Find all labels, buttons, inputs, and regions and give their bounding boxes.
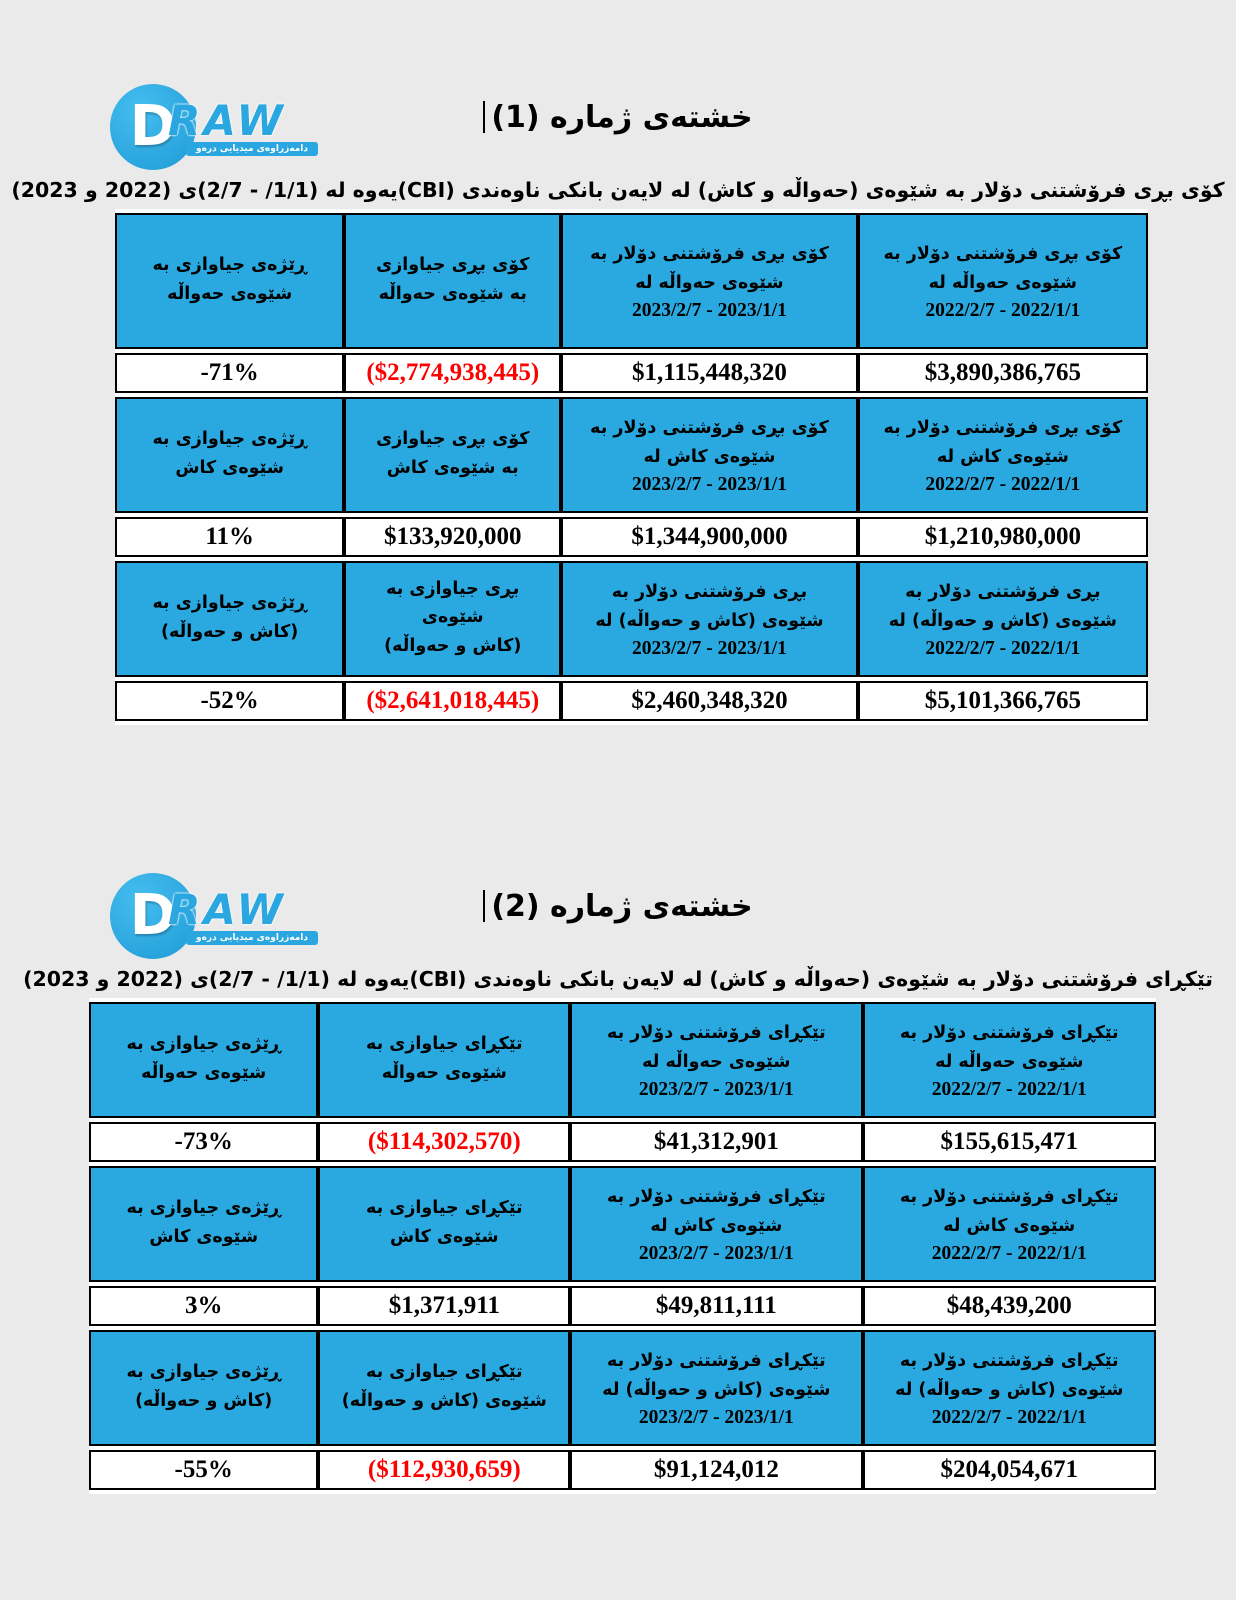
table-1-header-row-total: ڕێژەی جیاوازی بە (کاش و حەواڵە) بڕی جیاو… [115, 561, 1148, 677]
section-table-1: D RAW دامەزراوەی میدیایی درەو خشتەی ژمار… [0, 0, 1236, 725]
header-cell: تێکڕای جیاوازی بە شێوەی حەواڵە [318, 1002, 571, 1118]
table-2-values-row-cash: 3% $1,371,911 $49,811,111 $48,439,200 [89, 1286, 1156, 1326]
header-cell: ڕێژەی جیاوازی بە (کاش و حەواڵە) [89, 1330, 319, 1446]
table-2-title: خشتەی ژمارە (2) [0, 889, 1236, 926]
draw-logo-tagline: دامەزراوەی میدیایی درەو [186, 142, 318, 156]
table-1-values-row-hawala: -71% ($2,774,938,445) $1,115,448,320 $3,… [115, 353, 1148, 393]
value-cell: -55% [89, 1450, 319, 1490]
header-cell: تێکڕای فرۆشتنی دۆلار بە شێوەی حەواڵە لە 2… [570, 1002, 863, 1118]
table-2-header-row-total: ڕێژەی جیاوازی بە (کاش و حەواڵە) تێکڕای ج… [89, 1330, 1156, 1446]
header-cell: کۆی بڕی فرۆشتنی دۆلار بە شێوەی کاش لە 202… [857, 397, 1148, 513]
value-cell: -73% [89, 1122, 319, 1162]
value-cell: -52% [115, 681, 345, 721]
section-table-2: D RAW دامەزراوەی میدیایی درەو خشتەی ژمار… [0, 873, 1236, 1494]
value-cell-negative: ($2,774,938,445) [344, 353, 562, 393]
header-cell: تێکڕای جیاوازی بە شێوەی (کاش و حەواڵە) [318, 1330, 571, 1446]
header-cell: کۆی بڕی فرۆشتنی دۆلار بە شێوەی حەواڵە لە… [561, 213, 858, 349]
draw-logo-circle-icon: D [110, 84, 196, 170]
header-cell: ڕێژەی جیاوازی بە (کاش و حەواڵە) [115, 561, 345, 677]
draw-logo: D RAW دامەزراوەی میدیایی درەو [110, 84, 318, 174]
value-cell: $48,439,200 [862, 1286, 1156, 1326]
value-cell: $1,115,448,320 [561, 353, 858, 393]
value-cell: -71% [115, 353, 345, 393]
value-cell: $1,371,911 [318, 1286, 571, 1326]
table-1-header-row-hawala: ڕێژەی جیاوازی بە شێوەی حەواڵە کۆی بڕی جی… [115, 213, 1148, 349]
value-cell: $155,615,471 [862, 1122, 1156, 1162]
text-cursor-bar [483, 100, 486, 133]
value-cell: $3,890,386,765 [857, 353, 1148, 393]
value-cell: $49,811,111 [570, 1286, 863, 1326]
table-2: ڕێژەی جیاوازی بە شێوەی حەواڵە تێکڕای جیا… [89, 998, 1156, 1494]
draw-logo-tagline: دامەزراوەی میدیایی درەو [186, 931, 318, 945]
value-cell: $1,210,980,000 [857, 517, 1148, 557]
table-1-subtitle: کۆی بڕی فرۆشتنی دۆلار بە شێوەی (حەواڵە و… [11, 178, 1225, 202]
header-cell: بڕی جیاوازی بە شێوەی (کاش و حەواڵە) [344, 561, 562, 677]
table-1-title: خشتەی ژمارە (1) [0, 100, 1236, 137]
draw-logo-wordmark: RAW [168, 885, 286, 934]
header-cell: ڕێژەی جیاوازی بە شێوەی حەواڵە [89, 1002, 319, 1118]
value-cell: $5,101,366,765 [857, 681, 1148, 721]
table-1-header-row-cash: ڕێژەی جیاوازی بە شێوەی کاش کۆی بڕی جیاوا… [115, 397, 1148, 513]
value-cell: $133,920,000 [344, 517, 562, 557]
value-cell-negative: ($114,302,570) [318, 1122, 571, 1162]
table-2-header-row-cash: ڕێژەی جیاوازی بە شێوەی کاش تێکڕای جیاواز… [89, 1166, 1156, 1282]
header-cell: کۆی بڕی فرۆشتنی دۆلار بە شێوەی کاش لە 202… [561, 397, 858, 513]
value-cell: $1,344,900,000 [561, 517, 858, 557]
value-cell: $2,460,348,320 [561, 681, 858, 721]
draw-logo-d-letter: D [129, 883, 177, 948]
header-cell: ڕێژەی جیاوازی بە شێوەی کاش [115, 397, 345, 513]
header-cell: ڕێژەی جیاوازی بە شێوەی حەواڵە [115, 213, 345, 349]
header-cell: بڕی فرۆشتنی دۆلار بە شێوەی (کاش و حەواڵە… [857, 561, 1148, 677]
table-1-title-text: خشتەی ژمارە (1) [491, 100, 753, 135]
draw-logo-wordmark: RAW [168, 96, 286, 145]
value-cell-negative: ($2,641,018,445) [344, 681, 562, 721]
text-cursor-bar [483, 889, 486, 922]
header-cell: ڕێژەی جیاوازی بە شێوەی کاش [89, 1166, 319, 1282]
value-cell: $41,312,901 [570, 1122, 863, 1162]
value-cell: 11% [115, 517, 345, 557]
table-2-values-row-hawala: -73% ($114,302,570) $41,312,901 $155,615… [89, 1122, 1156, 1162]
table-1-values-row-cash: 11% $133,920,000 $1,344,900,000 $1,210,9… [115, 517, 1148, 557]
value-cell: $91,124,012 [570, 1450, 863, 1490]
table-2-subtitle: تێکڕای فرۆشتنی دۆلار بە شێوەی (حەواڵە و … [23, 967, 1213, 991]
header-cell: کۆی بڕی جیاوازی بە شێوەی کاش [344, 397, 562, 513]
header-cell: کۆی بڕی جیاوازی بە شێوەی حەواڵە [344, 213, 562, 349]
table-2-header-row-hawala: ڕێژەی جیاوازی بە شێوەی حەواڵە تێکڕای جیا… [89, 1002, 1156, 1118]
header-cell: تێکڕای فرۆشتنی دۆلار بە شێوەی (کاش و حەو… [862, 1330, 1156, 1446]
table-1-values-row-total: -52% ($2,641,018,445) $2,460,348,320 $5,… [115, 681, 1148, 721]
section-2-header: D RAW دامەزراوەی میدیایی درەو خشتەی ژمار… [0, 873, 1236, 965]
header-cell: کۆی بڕی فرۆشتنی دۆلار بە شێوەی حەواڵە لە… [857, 213, 1148, 349]
value-cell: 3% [89, 1286, 319, 1326]
table-2-title-text: خشتەی ژمارە (2) [491, 889, 753, 924]
header-cell: تێکڕای فرۆشتنی دۆلار بە شێوەی (کاش و حەو… [570, 1330, 863, 1446]
header-cell: بڕی فرۆشتنی دۆلار بە شێوەی (کاش و حەواڵە… [561, 561, 858, 677]
draw-logo: D RAW دامەزراوەی میدیایی درەو [110, 873, 318, 963]
draw-logo-circle-icon: D [110, 873, 196, 959]
header-cell: تێکڕای فرۆشتنی دۆلار بە شێوەی کاش لە 2023… [570, 1166, 863, 1282]
header-cell: تێکڕای فرۆشتنی دۆلار بە شێوەی کاش لە 2022… [862, 1166, 1156, 1282]
header-cell: تێکڕای جیاوازی بە شێوەی کاش [318, 1166, 571, 1282]
value-cell-negative: ($112,930,659) [318, 1450, 571, 1490]
section-1-header: D RAW دامەزراوەی میدیایی درەو خشتەی ژمار… [0, 84, 1236, 176]
draw-logo-d-letter: D [129, 94, 177, 159]
table-1: ڕێژەی جیاوازی بە شێوەی حەواڵە کۆی بڕی جی… [115, 209, 1148, 725]
value-cell: $204,054,671 [862, 1450, 1156, 1490]
table-2-values-row-total: -55% ($112,930,659) $91,124,012 $204,054… [89, 1450, 1156, 1490]
header-cell: تێکڕای فرۆشتنی دۆلار بە شێوەی حەواڵە لە 2… [862, 1002, 1156, 1118]
